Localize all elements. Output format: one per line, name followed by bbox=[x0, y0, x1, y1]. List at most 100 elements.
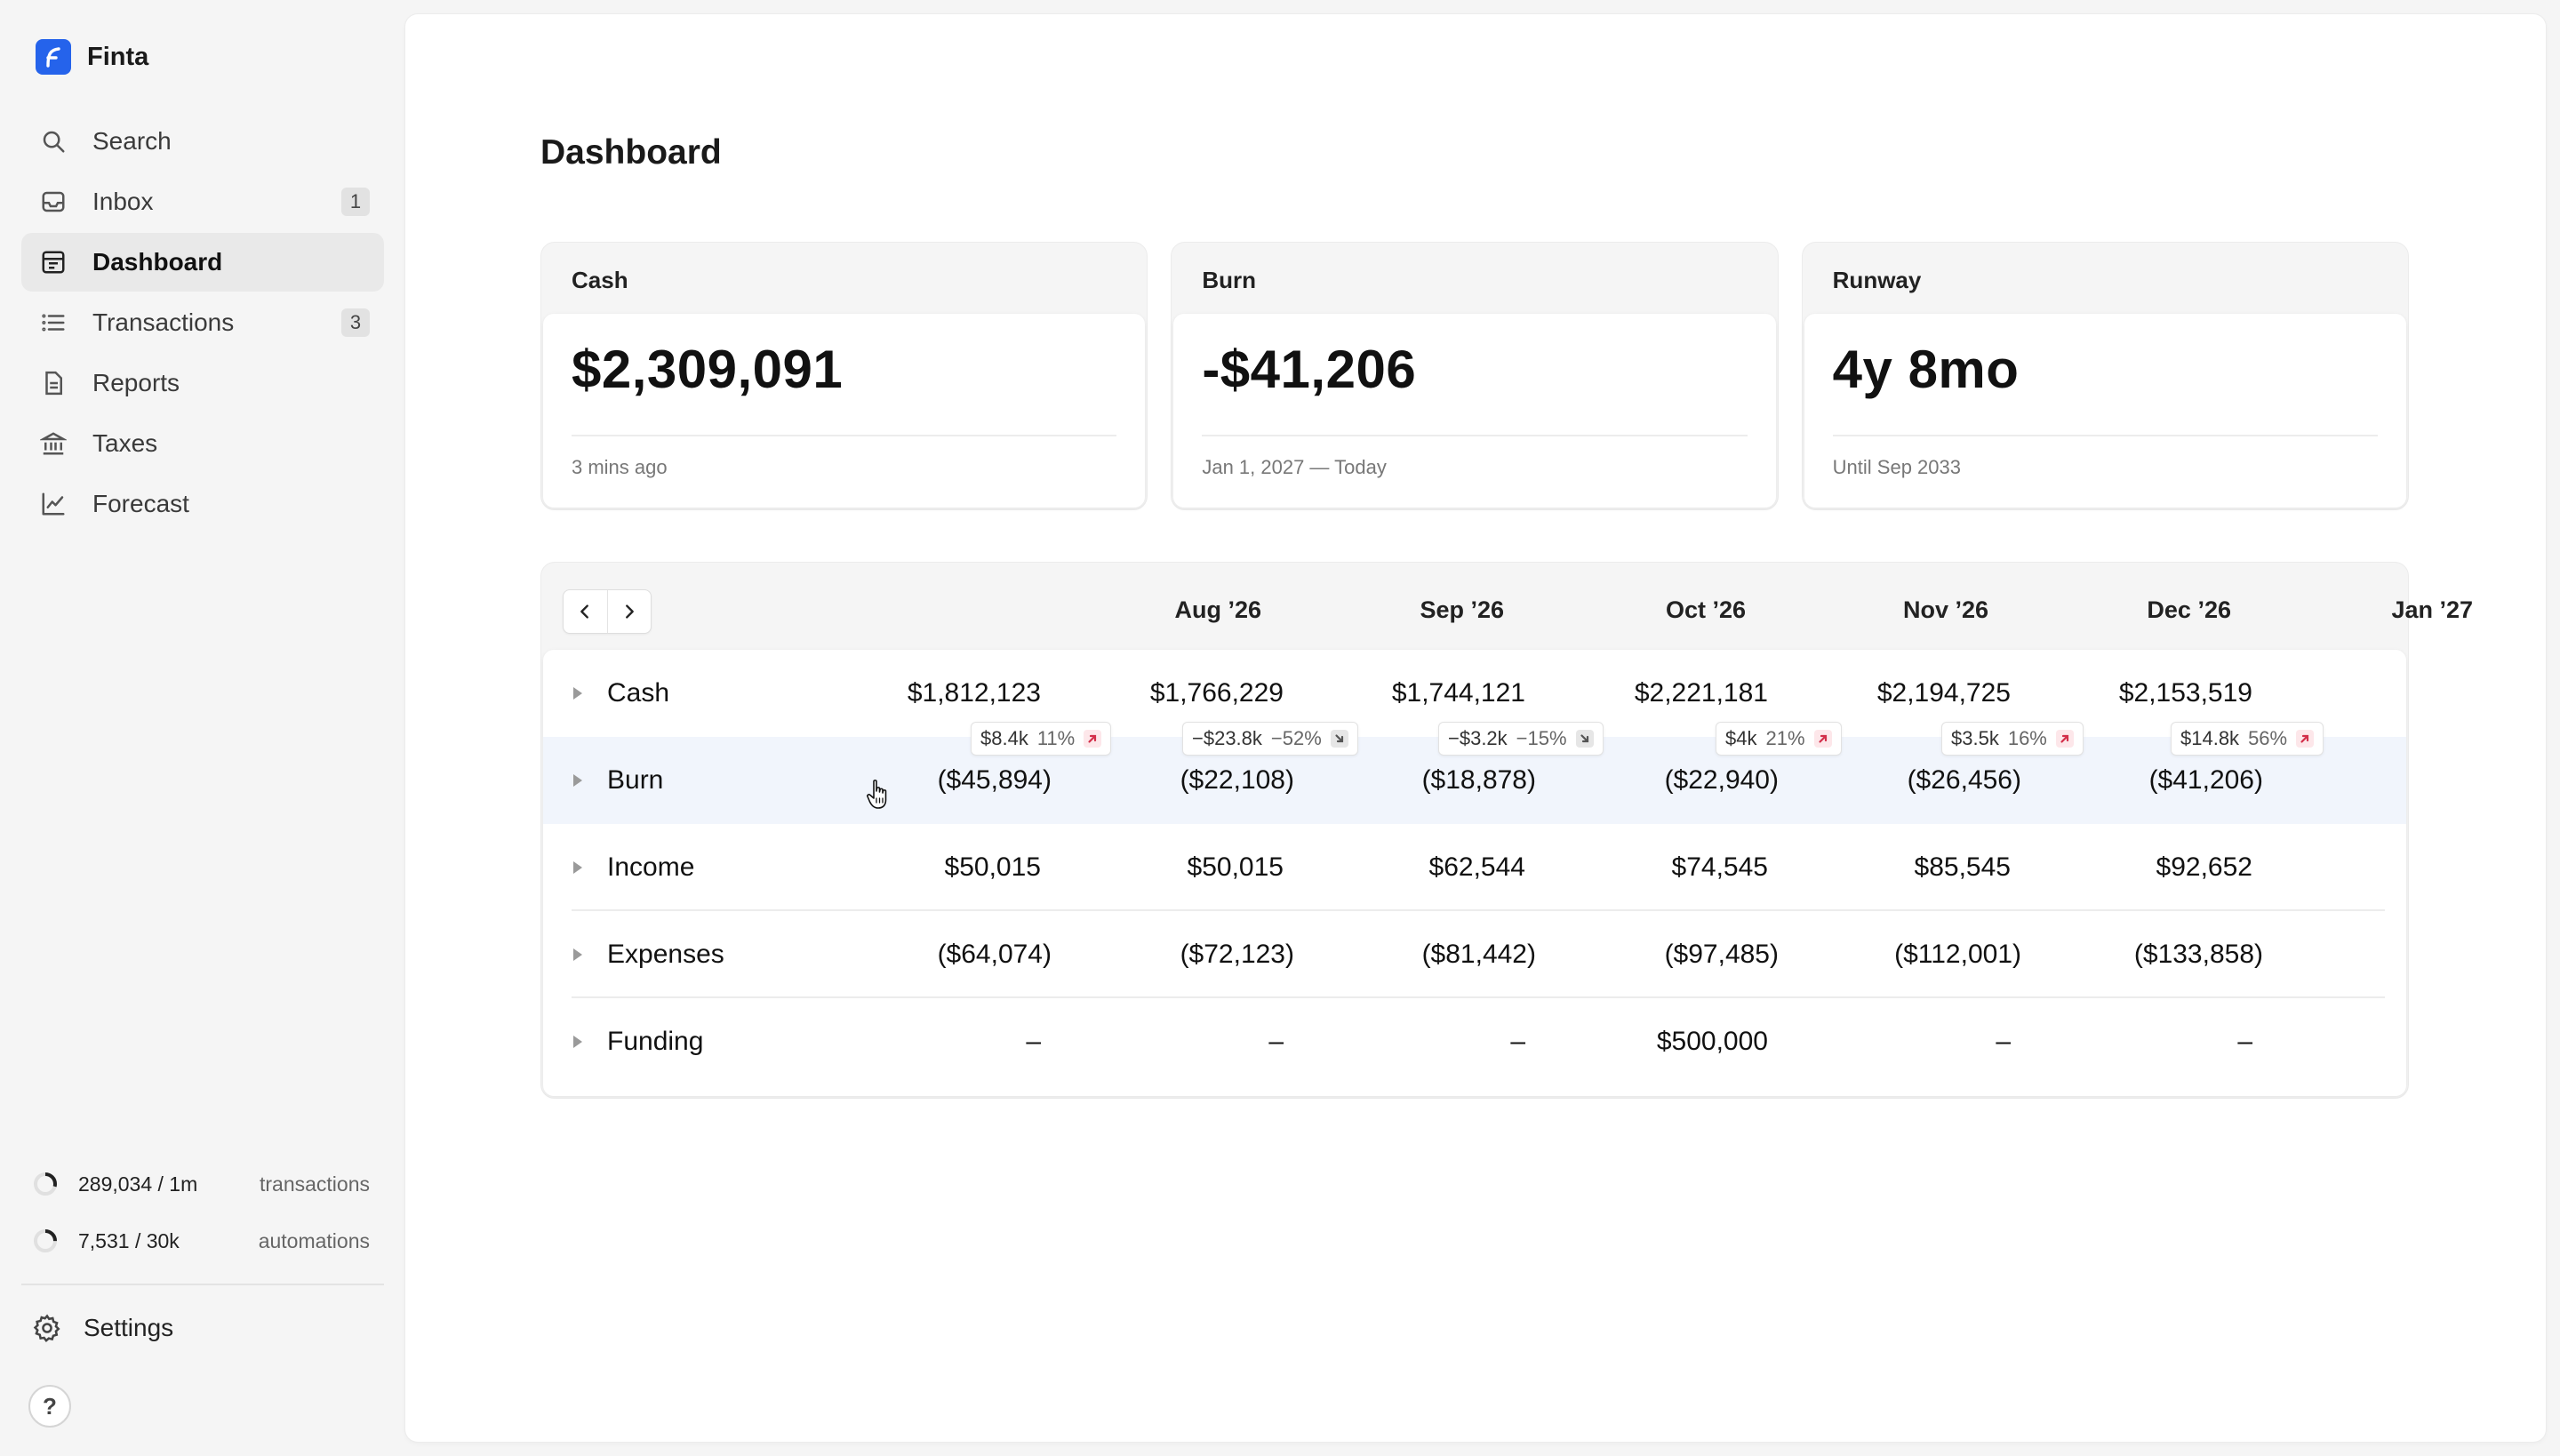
table-cell: ($112,001) bbox=[1894, 940, 2021, 969]
burn-change-chip: −$23.8k −52% bbox=[1182, 722, 1358, 756]
expand-caret-icon[interactable] bbox=[573, 948, 582, 961]
chevron-left-icon bbox=[580, 604, 589, 619]
column-header-month: Sep ’26 bbox=[1420, 596, 1504, 623]
table-row-funding[interactable]: Funding – – – $500,000 – – bbox=[543, 998, 2406, 1085]
sidebar-item-forecast[interactable]: Forecast bbox=[21, 475, 384, 533]
burn-change-chip: $8.4k 11% bbox=[971, 722, 1112, 756]
settings-button[interactable]: Settings bbox=[32, 1310, 173, 1346]
row-label: Expenses bbox=[607, 940, 724, 969]
progress-ring-icon bbox=[34, 1172, 57, 1196]
summary-cards: Cash $2,309,091 3 mins ago Burn -$41,206… bbox=[540, 242, 2409, 510]
runway-card[interactable]: Runway 4y 8mo Until Sep 2033 bbox=[1801, 242, 2409, 510]
cash-card[interactable]: Cash $2,309,091 3 mins ago bbox=[540, 242, 1148, 510]
table-cell: $85,545 bbox=[1914, 852, 2011, 882]
column-header-month: Nov ’26 bbox=[1902, 596, 1988, 623]
gear-icon bbox=[33, 1314, 60, 1343]
table-row-cash[interactable]: Cash $1,812,123 $1,766,229 $1,744,121 $2… bbox=[543, 650, 2406, 737]
next-month-button[interactable] bbox=[608, 590, 652, 633]
usage-count: 7,531 / 30k bbox=[78, 1228, 180, 1252]
table-cell: ($22,940) bbox=[1664, 765, 1779, 795]
previous-month-button[interactable] bbox=[564, 590, 608, 633]
table-cell: – bbox=[1026, 1027, 1041, 1056]
arrow-up-right-icon bbox=[2296, 730, 2315, 748]
month-pager bbox=[563, 589, 652, 634]
brand-name: Finta bbox=[87, 42, 149, 71]
burn-card[interactable]: Burn -$41,206 Jan 1, 2027 — Today bbox=[1171, 242, 1779, 510]
table-cell: – bbox=[1510, 1027, 1525, 1056]
usage-label: automations bbox=[258, 1228, 370, 1252]
card-body: $2,309,091 3 mins ago bbox=[543, 314, 1146, 508]
chip-amount: $14.8k bbox=[2180, 727, 2240, 749]
card-subtitle: 3 mins ago bbox=[572, 456, 668, 478]
table-cell: ($81,442) bbox=[1421, 940, 1536, 969]
chip-amount: $4k bbox=[1725, 727, 1757, 749]
sidebar-item-dashboard[interactable]: Dashboard bbox=[21, 233, 384, 292]
burn-change-chip: $3.5k 16% bbox=[1941, 722, 2084, 756]
card-body: -$41,206 Jan 1, 2027 — Today bbox=[1173, 314, 1776, 508]
table-cell: $2,221,181 bbox=[1634, 678, 1768, 708]
chip-percent: 56% bbox=[2248, 727, 2288, 749]
table-cell: ($22,108) bbox=[1180, 765, 1294, 795]
sidebar-item-label: Search bbox=[92, 127, 172, 155]
expand-caret-icon[interactable] bbox=[573, 687, 582, 700]
row-label: Cash bbox=[607, 678, 670, 708]
progress-ring-icon bbox=[34, 1229, 57, 1252]
table-cell: $74,545 bbox=[1671, 852, 1768, 882]
chip-percent: −15% bbox=[1516, 727, 1567, 749]
table-cell: – bbox=[2237, 1027, 2252, 1056]
burn-change-chip: $14.8k 56% bbox=[2171, 722, 2324, 756]
usage-automations: 7,531 / 30k automations bbox=[32, 1223, 370, 1259]
list-icon bbox=[39, 308, 68, 337]
main-panel: Dashboard Cash $2,309,091 3 mins ago Bur… bbox=[405, 14, 2546, 1442]
sidebar-item-taxes[interactable]: Taxes bbox=[21, 414, 384, 473]
table-row-expenses[interactable]: Expenses ($64,074) ($72,123) ($81,442) (… bbox=[543, 911, 2406, 998]
page-title: Dashboard bbox=[540, 133, 722, 172]
sidebar-divider bbox=[21, 1284, 384, 1285]
chip-amount: −$23.8k bbox=[1192, 727, 1262, 749]
table-cell: ($26,456) bbox=[1907, 765, 2021, 795]
row-divider bbox=[572, 909, 2385, 911]
monthly-table: Aug ’26 Sep ’26 Oct ’26 Nov ’26 Dec ’26 … bbox=[540, 562, 2473, 1099]
table-cell: – bbox=[1268, 1027, 1284, 1056]
table-cell: $62,544 bbox=[1428, 852, 1525, 882]
arrow-up-right-icon bbox=[1813, 730, 1832, 748]
expand-caret-icon[interactable] bbox=[573, 774, 582, 787]
table-cell: $500,000 bbox=[1656, 1027, 1768, 1056]
arrow-down-right-icon bbox=[1575, 730, 1594, 748]
sidebar: Finta Search Inbox 1 Dashboard Trans bbox=[0, 0, 404, 1456]
arrow-up-right-icon bbox=[1084, 730, 1102, 748]
sidebar-item-inbox[interactable]: Inbox 1 bbox=[21, 172, 384, 231]
card-divider bbox=[1832, 435, 2378, 436]
transactions-count-badge: 3 bbox=[341, 308, 370, 337]
table-row-income[interactable]: Income $50,015 $50,015 $62,544 $74,545 $… bbox=[543, 824, 2406, 911]
row-label: Burn bbox=[607, 765, 664, 795]
table-cell: ($41,206) bbox=[2148, 765, 2263, 795]
hand-cursor-icon bbox=[867, 780, 887, 809]
expand-caret-icon[interactable] bbox=[573, 861, 582, 874]
burn-change-chip: $4k 21% bbox=[1716, 722, 1842, 756]
table-header: Aug ’26 Sep ’26 Oct ’26 Nov ’26 Dec ’26 … bbox=[541, 563, 2473, 648]
sidebar-nav: Search Inbox 1 Dashboard Transactions 3 bbox=[21, 112, 384, 535]
chip-amount: $3.5k bbox=[1951, 727, 1999, 749]
usage-count: 289,034 / 1m bbox=[78, 1172, 198, 1196]
arrow-up-right-icon bbox=[2055, 730, 2074, 748]
sidebar-item-transactions[interactable]: Transactions 3 bbox=[21, 293, 384, 352]
expand-caret-icon[interactable] bbox=[573, 1036, 582, 1048]
brand[interactable]: Finta bbox=[36, 39, 148, 75]
help-button[interactable]: ? bbox=[28, 1385, 71, 1428]
usage-label: transactions bbox=[259, 1172, 370, 1196]
card-value: 4y 8mo bbox=[1832, 340, 2020, 399]
card-subtitle: Jan 1, 2027 — Today bbox=[1202, 456, 1387, 478]
chip-percent: 11% bbox=[1036, 727, 1076, 749]
table-cell: $2,194,725 bbox=[1876, 678, 2011, 708]
table-cell: ($72,123) bbox=[1180, 940, 1294, 969]
card-value: -$41,206 bbox=[1202, 340, 1417, 399]
column-header-month: Oct ’26 bbox=[1665, 596, 1746, 623]
table-cell: ($45,894) bbox=[937, 765, 1052, 795]
card-body: 4y 8mo Until Sep 2033 bbox=[1804, 314, 2406, 508]
document-icon bbox=[39, 369, 68, 397]
column-header-month: Jan ’27 bbox=[2391, 596, 2473, 623]
table-cell: ($18,878) bbox=[1421, 765, 1536, 795]
sidebar-item-reports[interactable]: Reports bbox=[21, 354, 384, 412]
sidebar-item-search[interactable]: Search bbox=[21, 112, 384, 171]
